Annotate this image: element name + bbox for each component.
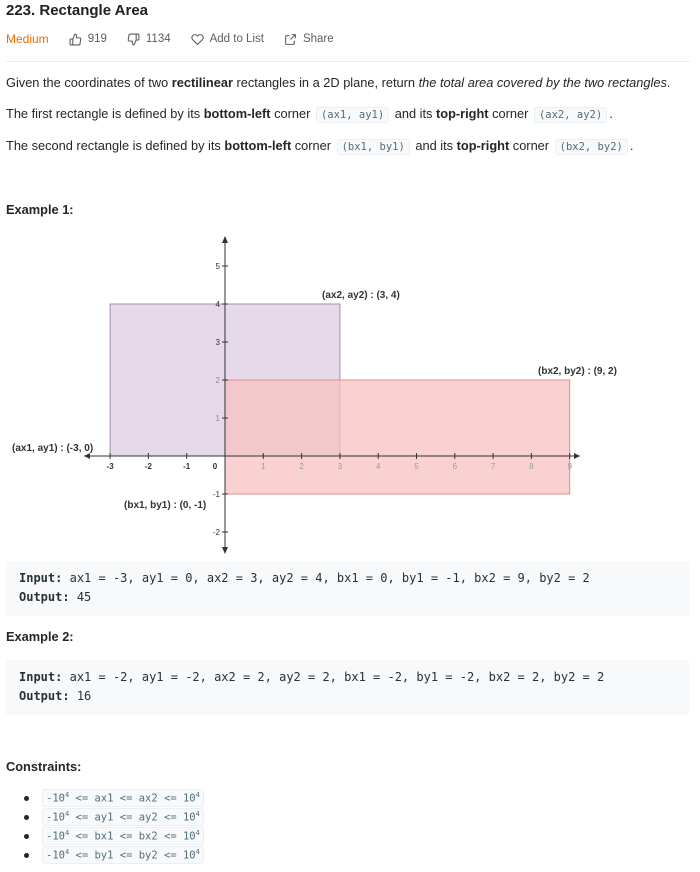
- x-tick-label: 3: [338, 462, 343, 471]
- constraints-title: Constraints:: [6, 759, 82, 774]
- x-tick-label: 2: [299, 462, 304, 471]
- x-tick-label: 1: [261, 462, 266, 471]
- y-axis-arrow-up: [222, 236, 228, 243]
- y-tick-label: 5: [216, 262, 221, 271]
- example-1-title: Example 1:: [6, 202, 74, 217]
- x-tick-label: 0: [213, 462, 218, 471]
- label-ax2-ay2: (ax2, ay2) : (3, 4): [322, 290, 400, 301]
- like-button[interactable]: 919: [69, 33, 107, 46]
- example-2-input-line: Input: ax1 = -2, ay1 = -2, ax2 = 2, ay2 …: [19, 670, 605, 684]
- example-2-title: Example 2:: [6, 629, 74, 644]
- x-ticks: -3 -2 -1 0 1 2 3 4 5 6 7 8 9: [107, 453, 572, 471]
- thumbs-down-icon: [127, 33, 140, 45]
- rectangle-b: [224, 379, 571, 495]
- inline-code-bx2-by2: (bx2, by2): [554, 139, 628, 155]
- thumbs-up-icon: [69, 33, 81, 45]
- problem-meta-bar: Medium 919 1134 Add to List Share: [6, 32, 354, 46]
- example-1-codeblock: Input: ax1 = -3, ay1 = 0, ax2 = 3, ay2 =…: [6, 561, 689, 616]
- inline-code-ax2-ay2: (ax2, ay2): [533, 107, 608, 123]
- share-label: Share: [302, 33, 334, 45]
- dislike-button[interactable]: 1134: [127, 33, 171, 46]
- label-bx1-by1: (bx1, by1) : (0, -1): [124, 500, 206, 511]
- x-tick-label: -3: [107, 462, 115, 471]
- y-tick-label: 3: [216, 338, 221, 347]
- x-tick-label: 4: [376, 462, 381, 471]
- example-2-input: ax1 = -2, ay1 = -2, ax2 = 2, ay2 = 2, bx…: [69, 670, 605, 684]
- share-button[interactable]: Share: [284, 33, 334, 46]
- share-icon: [285, 33, 296, 45]
- y-tick-label: 1: [216, 414, 221, 423]
- y-tick-label: -1: [213, 490, 221, 499]
- inline-code-bx1-by1: (bx1, by1): [336, 139, 410, 155]
- x-tick-label: 7: [491, 462, 496, 471]
- y-axis-arrow-down: [222, 547, 228, 554]
- difficulty-label: Medium: [6, 32, 49, 46]
- rectangle-area-figure: -3 -2 -1 0 1 2 3 4 5 6 7 8 9 5 4 3 2 1 -1 -2 (ax2, ay2) : …: [0, 228, 700, 562]
- description-paragraph-2: The first rectangle is defined by its bo…: [6, 106, 613, 123]
- example-2-codeblock: Input: ax1 = -2, ay1 = -2, ax2 = 2, ay2 …: [6, 660, 689, 715]
- example-1-output-line: Output: 45: [19, 590, 92, 604]
- heart-icon: [190, 33, 204, 45]
- inline-code-ax1-ay1: (ax1, ay1): [315, 107, 390, 123]
- example-2-output-line: Output: 16: [19, 689, 92, 703]
- x-tick-label: -2: [145, 462, 153, 471]
- x-tick-label: 8: [529, 462, 534, 471]
- x-tick-label: 6: [453, 462, 458, 471]
- example-2-output: 16: [76, 689, 92, 703]
- label-ax1-ay1: (ax1, ay1) : (-3, 0): [12, 443, 93, 454]
- dislike-count: 1134: [145, 33, 171, 45]
- y-tick-label: -2: [213, 528, 221, 537]
- example-1-output: 45: [76, 590, 92, 604]
- coordinate-plane-diagram: -3 -2 -1 0 1 2 3 4 5 6 7 8 9 5 4 3 2 1 -1 -2 (ax2, ay2) : …: [12, 236, 617, 554]
- x-axis-arrow-right: [574, 453, 580, 459]
- y-tick-label: 2: [216, 376, 221, 385]
- like-count: 919: [87, 33, 107, 45]
- problem-title: 223. Rectangle Area: [6, 2, 149, 19]
- x-tick-label: 9: [567, 462, 572, 471]
- x-tick-label: 5: [414, 462, 419, 471]
- header-divider: [6, 61, 690, 62]
- example-1-input-line: Input: ax1 = -3, ay1 = 0, ax2 = 3, ay2 =…: [19, 571, 590, 585]
- description-paragraph-3: The second rectangle is defined by its b…: [6, 138, 634, 155]
- add-to-list-label: Add to List: [209, 33, 264, 45]
- label-bx2-by2: (bx2, by2) : (9, 2): [538, 366, 617, 377]
- description-paragraph-1: Given the coordinates of two rectilinear…: [6, 75, 671, 90]
- x-tick-label: -1: [183, 462, 191, 471]
- y-tick-label: 4: [216, 300, 221, 309]
- y-ticks: 5 4 3 2 1 -1 -2: [213, 262, 228, 537]
- example-1-input: ax1 = -3, ay1 = 0, ax2 = 3, ay2 = 4, bx1…: [69, 571, 590, 585]
- x-axis-arrow-left: [84, 453, 90, 459]
- add-to-list-button[interactable]: Add to List: [190, 33, 264, 46]
